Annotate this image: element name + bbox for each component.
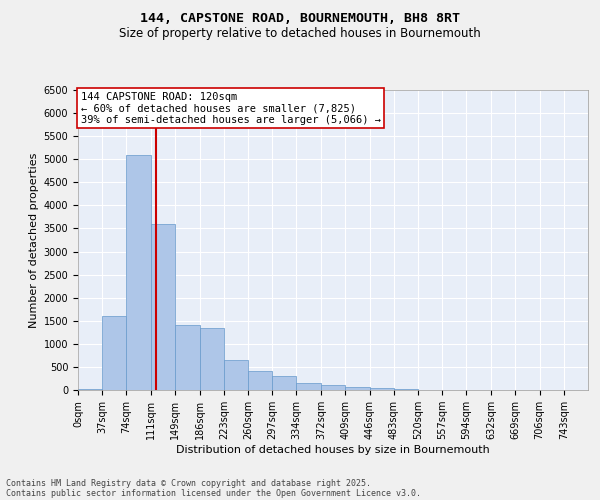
Bar: [272, 376, 296, 390]
X-axis label: Distribution of detached houses by size in Bournemouth: Distribution of detached houses by size …: [176, 445, 490, 455]
Bar: [78, 389, 102, 390]
Bar: [175, 326, 200, 390]
Text: Contains HM Land Registry data © Crown copyright and database right 2025.: Contains HM Land Registry data © Crown c…: [6, 478, 371, 488]
Bar: [248, 370, 272, 390]
Text: Size of property relative to detached houses in Bournemouth: Size of property relative to detached ho…: [119, 28, 481, 40]
Bar: [346, 387, 370, 390]
Text: 144 CAPSTONE ROAD: 120sqm
← 60% of detached houses are smaller (7,825)
39% of se: 144 CAPSTONE ROAD: 120sqm ← 60% of detac…: [80, 92, 380, 124]
Text: 144, CAPSTONE ROAD, BOURNEMOUTH, BH8 8RT: 144, CAPSTONE ROAD, BOURNEMOUTH, BH8 8RT: [140, 12, 460, 26]
Text: Contains public sector information licensed under the Open Government Licence v3: Contains public sector information licen…: [6, 488, 421, 498]
Bar: [200, 328, 224, 390]
Bar: [394, 389, 418, 390]
Bar: [321, 386, 346, 390]
Bar: [224, 360, 248, 390]
Bar: [151, 224, 175, 390]
Bar: [296, 383, 320, 390]
Y-axis label: Number of detached properties: Number of detached properties: [29, 152, 40, 328]
Bar: [127, 154, 151, 390]
Bar: [102, 316, 127, 390]
Bar: [370, 388, 394, 390]
